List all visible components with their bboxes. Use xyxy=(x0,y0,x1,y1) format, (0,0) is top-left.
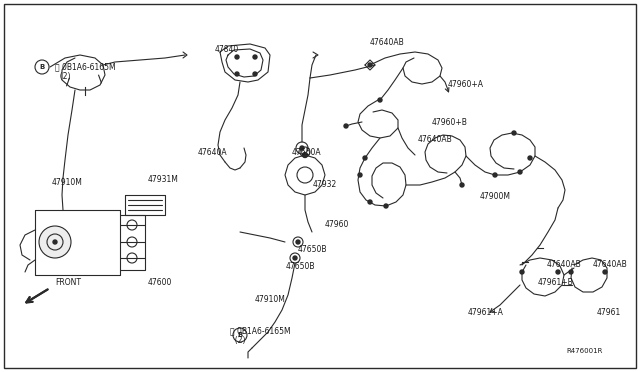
Circle shape xyxy=(368,200,372,204)
Circle shape xyxy=(556,270,560,274)
Circle shape xyxy=(569,270,573,274)
Text: 47840: 47840 xyxy=(215,45,239,54)
Text: 47600: 47600 xyxy=(148,278,172,287)
Circle shape xyxy=(512,131,516,135)
Circle shape xyxy=(235,55,239,59)
Circle shape xyxy=(493,173,497,177)
Text: 47960+B: 47960+B xyxy=(432,118,468,127)
Circle shape xyxy=(235,72,239,76)
Text: 47640AB: 47640AB xyxy=(370,38,404,47)
Text: 47961: 47961 xyxy=(597,308,621,317)
Text: 47961+B: 47961+B xyxy=(538,278,573,287)
Text: Ⓑ 0B1A6-6165M
  (2): Ⓑ 0B1A6-6165M (2) xyxy=(230,326,291,345)
Text: 47931M: 47931M xyxy=(148,175,179,184)
Text: 47900M: 47900M xyxy=(480,192,511,201)
Circle shape xyxy=(368,63,372,67)
Text: 47960+A: 47960+A xyxy=(448,80,484,89)
Circle shape xyxy=(528,156,532,160)
Circle shape xyxy=(53,240,57,244)
Circle shape xyxy=(253,55,257,59)
Circle shape xyxy=(518,170,522,174)
Circle shape xyxy=(344,124,348,128)
Circle shape xyxy=(253,72,257,76)
Circle shape xyxy=(303,153,307,157)
Text: 47910M: 47910M xyxy=(52,178,83,187)
Circle shape xyxy=(296,240,300,244)
Circle shape xyxy=(603,270,607,274)
Text: 47640AB: 47640AB xyxy=(593,260,628,269)
Text: B: B xyxy=(237,332,243,338)
Circle shape xyxy=(363,156,367,160)
Circle shape xyxy=(300,146,304,150)
Text: 47640A: 47640A xyxy=(198,148,228,157)
Circle shape xyxy=(358,173,362,177)
Circle shape xyxy=(39,226,71,258)
Circle shape xyxy=(460,183,464,187)
Text: R476001R: R476001R xyxy=(566,348,602,354)
Text: 47932: 47932 xyxy=(313,180,337,189)
Text: 47640AB: 47640AB xyxy=(547,260,582,269)
Text: 47650A: 47650A xyxy=(292,148,322,157)
Text: 47910M: 47910M xyxy=(255,295,286,304)
Text: 47650B: 47650B xyxy=(286,262,316,271)
Text: 47960: 47960 xyxy=(325,220,349,229)
Circle shape xyxy=(384,204,388,208)
Text: Ⓑ 0B1A6-6165M
  (2): Ⓑ 0B1A6-6165M (2) xyxy=(55,62,116,81)
Circle shape xyxy=(520,270,524,274)
Text: 47640AB: 47640AB xyxy=(418,135,452,144)
Text: B: B xyxy=(40,64,45,70)
Circle shape xyxy=(293,256,297,260)
Text: 47961+A: 47961+A xyxy=(468,308,504,317)
Circle shape xyxy=(378,98,382,102)
Text: 47650B: 47650B xyxy=(298,245,328,254)
Text: FRONT: FRONT xyxy=(55,278,81,287)
